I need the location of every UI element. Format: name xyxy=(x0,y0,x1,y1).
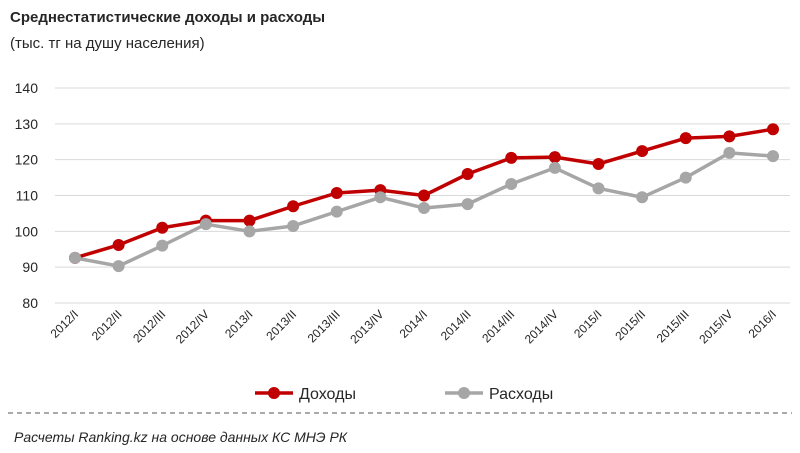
x-tick-label: 2013/I xyxy=(222,307,255,340)
data-point xyxy=(505,178,518,191)
data-point xyxy=(330,205,343,218)
data-point xyxy=(418,189,430,202)
chart-title: Среднестатистические доходы и расходы xyxy=(10,9,325,26)
data-point xyxy=(156,221,169,234)
legend-marker xyxy=(268,387,280,399)
x-tick-label: 2013/III xyxy=(305,307,343,345)
data-point xyxy=(69,251,81,264)
x-tick-label: 2014/IV xyxy=(522,307,561,346)
x-tick-label: 2015/IV xyxy=(696,307,735,346)
data-point xyxy=(374,191,387,204)
data-point xyxy=(199,218,212,231)
data-point xyxy=(505,151,518,164)
data-point xyxy=(112,238,125,251)
y-tick-label: 100 xyxy=(15,223,39,239)
data-point xyxy=(287,200,300,213)
x-tick-label: 2014/I xyxy=(397,307,430,340)
data-point xyxy=(548,161,561,174)
x-tick-label: 2012/IV xyxy=(173,307,212,346)
x-tick-label: 2016/I xyxy=(746,307,779,340)
x-tick-label: 2012/II xyxy=(89,307,125,343)
x-tick-label: 2015/II xyxy=(612,307,648,343)
legend-label: Доходы xyxy=(299,386,356,403)
data-point xyxy=(112,260,125,273)
legend-marker xyxy=(458,387,470,399)
data-point xyxy=(767,150,779,163)
y-tick-label: 130 xyxy=(15,116,39,132)
y-tick-label: 80 xyxy=(22,295,38,311)
x-tick-label: 2014/II xyxy=(438,307,474,343)
chart-subtitle: (тыс. тг на душу населения) xyxy=(10,35,205,52)
data-point xyxy=(287,219,300,232)
data-point xyxy=(592,182,605,195)
data-point xyxy=(723,130,736,143)
x-tick-label: 2015/III xyxy=(654,307,692,345)
data-point xyxy=(592,157,605,170)
legend-label: Расходы xyxy=(489,386,553,403)
data-point xyxy=(243,225,256,238)
data-point xyxy=(156,239,169,252)
y-tick-label: 120 xyxy=(15,152,39,168)
data-point xyxy=(679,132,692,145)
x-tick-label: 2013/II xyxy=(263,307,299,343)
y-tick-label: 140 xyxy=(15,80,39,96)
x-tick-label: 2013/IV xyxy=(347,307,386,346)
x-tick-label: 2012/III xyxy=(130,307,168,345)
source-note: Расчеты Ranking.kz на основе данных КС М… xyxy=(14,429,348,445)
data-point xyxy=(418,202,430,215)
data-point xyxy=(723,146,736,159)
x-tick-label: 2012/I xyxy=(48,307,81,340)
data-point xyxy=(330,186,343,199)
data-point xyxy=(243,214,256,227)
data-point xyxy=(636,191,649,204)
x-tick-label: 2015/I xyxy=(571,307,604,340)
data-point xyxy=(767,123,779,136)
data-point xyxy=(679,171,692,184)
data-point xyxy=(548,151,561,164)
data-point xyxy=(461,168,474,180)
data-point xyxy=(636,145,649,158)
x-tick-label: 2014/III xyxy=(479,307,517,345)
y-tick-label: 90 xyxy=(22,259,38,275)
y-tick-label: 110 xyxy=(16,188,39,204)
data-point xyxy=(461,198,474,211)
